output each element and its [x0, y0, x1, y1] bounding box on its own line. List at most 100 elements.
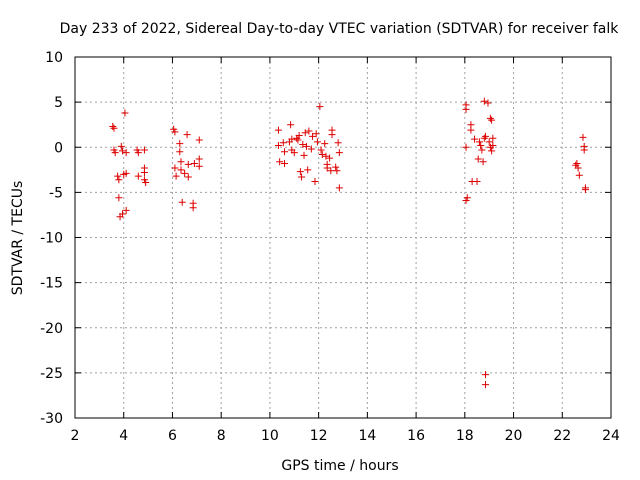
data-point: [290, 149, 298, 157]
data-point: [195, 155, 203, 163]
data-point: [296, 168, 304, 176]
data-point: [328, 131, 336, 139]
data-point: [489, 141, 497, 149]
data-point: [326, 154, 334, 162]
data-point: [462, 143, 470, 151]
data-point: [302, 142, 310, 150]
data-point: [311, 178, 319, 186]
data-point: [183, 131, 191, 139]
data-point: [140, 169, 148, 177]
y-axis-title: SDTVAR / TECUs: [10, 181, 26, 296]
data-point: [274, 126, 282, 134]
data-point: [573, 159, 581, 167]
data-point: [134, 172, 142, 180]
x-tick-label: 8: [217, 428, 226, 444]
y-tick-label: 5: [54, 95, 63, 111]
data-point: [122, 149, 130, 157]
data-point: [467, 126, 475, 134]
data-point: [171, 164, 179, 172]
data-point: [111, 149, 119, 157]
x-tick-label: 2: [71, 428, 80, 444]
data-point: [298, 173, 306, 181]
data-point: [301, 129, 309, 137]
data-point: [484, 99, 492, 107]
data-point: [299, 141, 307, 149]
data-point: [486, 114, 494, 122]
data-point: [300, 151, 308, 159]
data-point: [482, 132, 490, 140]
y-tick-label: -30: [40, 411, 63, 427]
data-point: [181, 169, 189, 177]
data-point: [482, 371, 490, 379]
data-point: [110, 124, 118, 132]
data-point: [485, 138, 493, 146]
data-point: [279, 139, 287, 147]
data-point: [295, 132, 303, 140]
data-point: [480, 134, 488, 142]
data-point: [332, 163, 340, 171]
data-point: [335, 149, 343, 157]
data-point: [195, 136, 203, 144]
data-point: [142, 178, 150, 186]
data-point: [333, 167, 341, 175]
x-tick-label: 12: [310, 428, 328, 444]
data-point: [121, 109, 129, 117]
data-point: [189, 204, 197, 212]
data-point: [281, 148, 289, 156]
data-point: [195, 162, 203, 170]
data-point: [479, 158, 487, 166]
data-point: [323, 164, 331, 172]
data-point: [474, 155, 482, 163]
x-tick-label: 14: [358, 428, 376, 444]
plot-frame: [74, 56, 612, 419]
y-tick-label: -10: [40, 231, 63, 247]
data-point: [115, 176, 123, 184]
data-point: [579, 133, 587, 141]
data-point: [318, 150, 326, 158]
data-point: [322, 152, 330, 160]
data-point: [176, 148, 184, 156]
data-point: [177, 166, 185, 174]
data-point: [119, 210, 127, 218]
data-point: [122, 206, 130, 214]
chart-title: Day 233 of 2022, Sidereal Day-to-day VTE…: [60, 21, 620, 37]
data-point: [140, 146, 148, 154]
data-point: [321, 140, 329, 148]
data-point: [117, 142, 125, 150]
data-point: [287, 121, 295, 129]
x-tick-label: 24: [602, 428, 620, 444]
data-point: [580, 146, 588, 154]
data-point: [477, 141, 485, 149]
data-point: [462, 105, 470, 113]
data-point: [274, 141, 282, 149]
x-axis-title: GPS time / hours: [281, 458, 398, 474]
y-tick-label: -15: [40, 276, 63, 292]
x-tick-label: 6: [168, 428, 177, 444]
data-point: [313, 138, 321, 146]
y-tick-label: -25: [40, 366, 63, 382]
data-point: [334, 139, 342, 147]
data-point: [574, 164, 582, 172]
x-tick-label: 20: [505, 428, 523, 444]
data-point: [317, 146, 325, 154]
data-point: [335, 184, 343, 192]
data-point: [171, 128, 179, 136]
data-point: [478, 146, 486, 154]
data-point: [304, 166, 312, 174]
data-point: [471, 135, 479, 143]
data-point: [190, 159, 198, 167]
data-point: [575, 171, 583, 179]
data-point: [294, 136, 302, 144]
x-tick-label: 10: [261, 428, 279, 444]
data-point: [276, 158, 284, 166]
data-point: [178, 198, 186, 206]
y-tick-label: -20: [40, 321, 63, 337]
y-tick-label: 10: [45, 50, 63, 66]
data-point: [480, 97, 488, 105]
data-point: [488, 116, 496, 124]
data-point: [316, 103, 324, 111]
data-point: [177, 158, 185, 166]
x-tick-label: 18: [456, 428, 474, 444]
data-point: [184, 173, 192, 181]
